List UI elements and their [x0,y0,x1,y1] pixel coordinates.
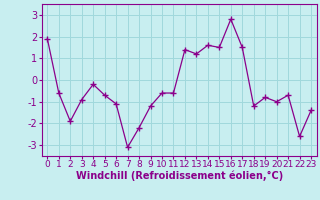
X-axis label: Windchill (Refroidissement éolien,°C): Windchill (Refroidissement éolien,°C) [76,171,283,181]
